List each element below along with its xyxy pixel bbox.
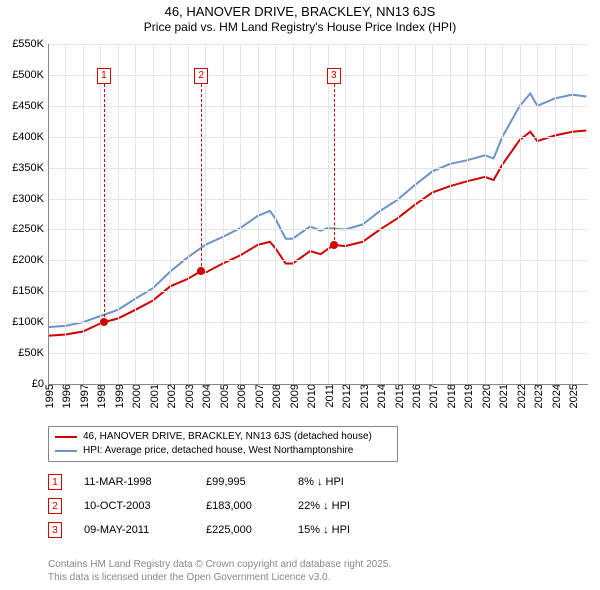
chart-marker-dot-2 bbox=[197, 267, 205, 275]
y-tick-label: £500K bbox=[12, 69, 44, 81]
chart-title-block: 46, HANOVER DRIVE, BRACKLEY, NN13 6JS Pr… bbox=[0, 0, 600, 34]
x-tick-label: 1996 bbox=[61, 384, 73, 408]
chart-marker-1: 1 bbox=[97, 68, 111, 84]
chart-title: 46, HANOVER DRIVE, BRACKLEY, NN13 6JS bbox=[0, 4, 600, 19]
legend-label-property: 46, HANOVER DRIVE, BRACKLEY, NN13 6JS (d… bbox=[83, 430, 372, 444]
y-tick-label: £250K bbox=[12, 223, 44, 235]
series-property bbox=[48, 131, 586, 336]
sales-date: 11-MAR-1998 bbox=[84, 476, 184, 488]
x-tick-label: 2025 bbox=[568, 384, 580, 408]
x-tick-label: 2004 bbox=[201, 384, 213, 408]
x-tick-label: 2012 bbox=[341, 384, 353, 408]
y-tick-label: £200K bbox=[12, 254, 44, 266]
y-tick-label: £300K bbox=[12, 193, 44, 205]
sales-marker-icon: 1 bbox=[48, 474, 62, 490]
sales-date: 09-MAY-2011 bbox=[84, 524, 184, 536]
chart-plot-area: £0£50K£100K£150K£200K£250K£300K£350K£400… bbox=[48, 44, 588, 384]
x-tick-label: 1997 bbox=[79, 384, 91, 408]
chart-subtitle: Price paid vs. HM Land Registry's House … bbox=[0, 20, 600, 34]
y-tick-label: £450K bbox=[12, 100, 44, 112]
x-tick-label: 2017 bbox=[428, 384, 440, 408]
y-tick-label: £150K bbox=[12, 285, 44, 297]
sales-table: 1 11-MAR-1998 £99,995 8% ↓ HPI 2 10-OCT-… bbox=[48, 470, 398, 542]
chart-marker-3: 3 bbox=[327, 68, 341, 84]
x-tick-label: 2023 bbox=[533, 384, 545, 408]
y-tick-label: £0 bbox=[32, 378, 44, 390]
x-tick-label: 2021 bbox=[498, 384, 510, 408]
x-tick-label: 2002 bbox=[166, 384, 178, 408]
x-tick-label: 2010 bbox=[306, 384, 318, 408]
chart-lines-svg bbox=[48, 44, 588, 384]
attribution-line: Contains HM Land Registry data © Crown c… bbox=[48, 558, 391, 571]
sales-price: £225,000 bbox=[206, 524, 276, 536]
chart-marker-dot-3 bbox=[330, 241, 338, 249]
y-tick-label: £400K bbox=[12, 131, 44, 143]
legend-item-hpi: HPI: Average price, detached house, West… bbox=[55, 444, 391, 458]
y-tick-label: £50K bbox=[18, 347, 44, 359]
chart-marker-dot-1 bbox=[100, 318, 108, 326]
x-tick-label: 1998 bbox=[96, 384, 108, 408]
x-tick-label: 2013 bbox=[359, 384, 371, 408]
x-tick-label: 2008 bbox=[271, 384, 283, 408]
x-tick-label: 2015 bbox=[394, 384, 406, 408]
x-tick-label: 1995 bbox=[44, 384, 56, 408]
legend-item-property: 46, HANOVER DRIVE, BRACKLEY, NN13 6JS (d… bbox=[55, 430, 391, 444]
sales-diff: 15% ↓ HPI bbox=[298, 524, 398, 536]
sales-date: 10-OCT-2003 bbox=[84, 500, 184, 512]
sales-row: 3 09-MAY-2011 £225,000 15% ↓ HPI bbox=[48, 518, 398, 542]
chart-legend: 46, HANOVER DRIVE, BRACKLEY, NN13 6JS (d… bbox=[48, 426, 398, 462]
x-tick-label: 2003 bbox=[184, 384, 196, 408]
sales-diff: 8% ↓ HPI bbox=[298, 476, 398, 488]
x-tick-label: 2011 bbox=[324, 384, 336, 408]
x-tick-label: 2000 bbox=[131, 384, 143, 408]
x-tick-label: 2020 bbox=[481, 384, 493, 408]
sales-marker-icon: 2 bbox=[48, 498, 62, 514]
x-tick-label: 2022 bbox=[516, 384, 528, 408]
y-tick-label: £350K bbox=[12, 162, 44, 174]
sales-diff: 22% ↓ HPI bbox=[298, 500, 398, 512]
x-tick-label: 2007 bbox=[254, 384, 266, 408]
y-tick-label: £100K bbox=[12, 316, 44, 328]
y-tick-label: £550K bbox=[12, 38, 44, 50]
x-tick-label: 2018 bbox=[446, 384, 458, 408]
x-tick-label: 2006 bbox=[236, 384, 248, 408]
legend-swatch-property bbox=[55, 436, 77, 438]
x-tick-label: 2024 bbox=[551, 384, 563, 408]
sales-row: 1 11-MAR-1998 £99,995 8% ↓ HPI bbox=[48, 470, 398, 494]
x-tick-label: 2016 bbox=[411, 384, 423, 408]
legend-label-hpi: HPI: Average price, detached house, West… bbox=[83, 444, 353, 458]
attribution-line: This data is licensed under the Open Gov… bbox=[48, 571, 391, 584]
attribution-text: Contains HM Land Registry data © Crown c… bbox=[48, 558, 391, 584]
x-tick-label: 2001 bbox=[149, 384, 161, 408]
sales-price: £99,995 bbox=[206, 476, 276, 488]
x-tick-label: 2019 bbox=[463, 384, 475, 408]
sales-row: 2 10-OCT-2003 £183,000 22% ↓ HPI bbox=[48, 494, 398, 518]
legend-swatch-hpi bbox=[55, 450, 77, 452]
x-tick-label: 1999 bbox=[114, 384, 126, 408]
chart-marker-2: 2 bbox=[194, 68, 208, 84]
x-tick-label: 2005 bbox=[219, 384, 231, 408]
sales-price: £183,000 bbox=[206, 500, 276, 512]
sales-marker-icon: 3 bbox=[48, 522, 62, 538]
x-tick-label: 2014 bbox=[376, 384, 388, 408]
x-tick-label: 2009 bbox=[289, 384, 301, 408]
